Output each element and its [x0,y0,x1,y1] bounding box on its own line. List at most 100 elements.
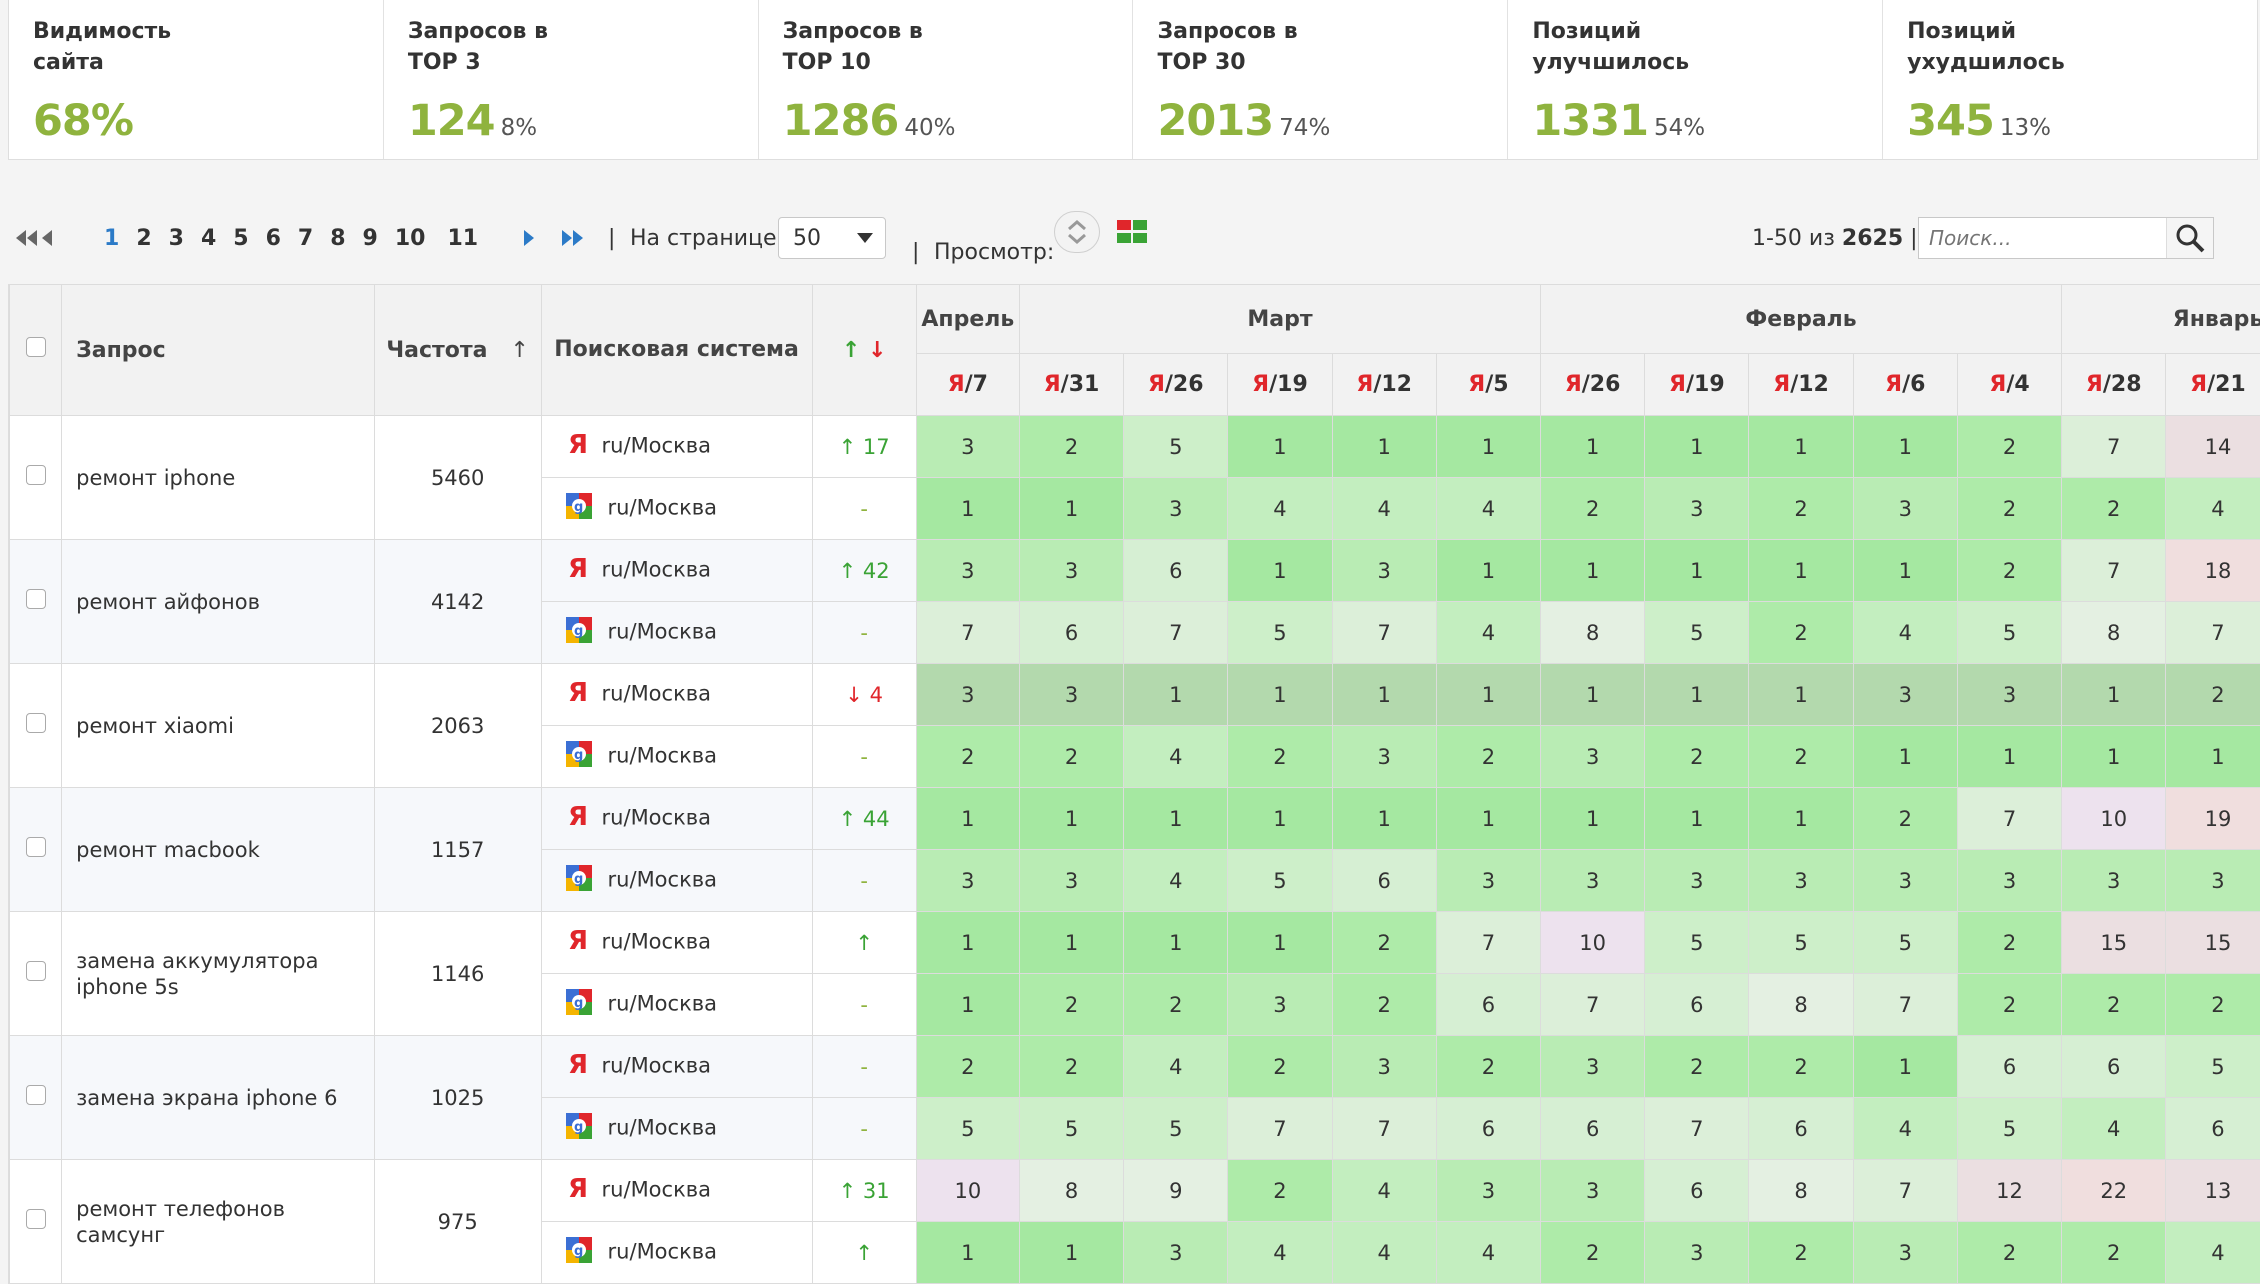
delta-value: - [860,992,868,1017]
position-cell: 8 [1018,1159,1125,1222]
page-link[interactable]: 1 [104,225,120,251]
page-link[interactable]: 3 [168,225,184,251]
select-all-checkbox[interactable] [25,337,46,357]
table-row: ремонт xiaomi2063Яru/Москва↓ 43311111113… [9,663,2260,788]
position-cell: 1 [1435,787,1542,850]
page-link[interactable]: 2 [136,225,152,251]
last-page-button[interactable] [562,206,583,270]
position-cell: 3 [1540,1159,1646,1222]
next-page-button[interactable] [524,206,534,270]
query-cell[interactable]: замена аккумулятора iphone 5s [61,911,375,1036]
query-cell[interactable]: ремонт iphone [61,415,375,540]
date-label: /19 [1269,372,1308,397]
position-cell: 3 [1644,1221,1750,1284]
row-select-cell [9,1035,63,1160]
position-cell: 1 [1227,663,1333,726]
frequency-cell: 1025 [373,1035,542,1160]
double-left-icon [16,230,26,246]
engine-cell: Яru/Москва [540,1035,813,1098]
position-cell: 6 [2165,1097,2260,1160]
query-cell[interactable]: замена экрана iphone 6 [61,1035,375,1160]
page-link[interactable]: 6 [265,225,281,251]
chevron-down-icon [857,233,873,243]
page-link[interactable]: 11 [447,225,479,251]
stat-label: Запросов в TOP 10 [782,19,923,75]
view-sort-button[interactable] [1054,211,1100,253]
table-row: ремонт macbook1157Яru/Москва↑ 4411111111… [9,787,2260,912]
google-icon: g [565,989,592,1020]
per-page-label: На странице: [630,225,784,251]
row-checkbox[interactable] [25,1085,46,1105]
stat-percent: 74% [1279,115,1331,141]
delta-cell: ↑ 17 [811,415,917,478]
position-cell: 1 [1331,663,1437,726]
position-cell: 3 [2165,849,2260,912]
date-label: /31 [1060,372,1100,397]
page-link[interactable]: 5 [233,225,249,251]
page-link[interactable]: 7 [297,225,314,251]
column-header-freq[interactable]: Частота ↑ [373,284,542,416]
position-cell: 1 [1644,787,1750,850]
position-cell: 4 [1331,1221,1437,1284]
position-cell: 1 [1331,787,1437,850]
view-grid-button[interactable] [1116,200,1148,264]
google-icon: g [565,1113,592,1139]
row-checkbox[interactable] [25,837,46,857]
position-cell: 2 [1435,725,1542,788]
query-cell[interactable]: ремонт xiaomi [61,663,375,788]
position-cell: 3 [915,663,1020,726]
position-cell: 7 [1852,973,1958,1036]
position-cell: 3 [1852,1221,1958,1284]
engine-cell: g ru/Москва [540,1097,813,1160]
stat-top10: Запросов в TOP 10 1286 40% [759,0,1134,159]
row-checkbox[interactable] [25,713,46,733]
position-cell: 6 [1748,1097,1854,1160]
prev-page-button[interactable] [42,206,52,270]
position-cell: 6 [1435,973,1542,1036]
position-cell: 2 [1123,973,1229,1036]
position-cell: 8 [2061,601,2167,664]
query-cell[interactable]: ремонт телефонов самсунг [61,1159,375,1284]
search-input[interactable] [1919,225,2181,251]
date-label: /26 [1164,372,1204,397]
stat-worsened: Позиций ухудшилось 345 13% [1883,0,2257,159]
query-cell[interactable]: ремонт macbook [61,787,375,912]
stat-label: Позиций улучшилось [1532,19,1690,75]
date-header: Я/19 [1227,353,1333,416]
date-header: Я/31 [1018,353,1125,416]
stat-value: 2013 [1157,96,1274,146]
page-link[interactable]: 10 [394,225,426,251]
column-header-delta[interactable]: ↑ ↓ [811,284,917,416]
position-cell: 4 [1331,1159,1437,1222]
row-checkbox[interactable] [25,1209,46,1229]
stat-value: 1286 [782,96,900,146]
page-link[interactable]: 8 [330,225,346,251]
date-header: Я/26 [1540,353,1646,416]
position-cell: 8 [1748,1159,1854,1222]
search-button[interactable] [2166,218,2213,258]
position-cell: 5 [1748,911,1854,974]
position-cell: 1 [2061,663,2167,726]
engine-cell: g ru/Москва [540,849,813,912]
table-row: gru/Москва-55577667645464 [10,1097,2260,1160]
google-icon: g [565,865,592,896]
page-link[interactable]: 9 [362,225,378,251]
position-cell: 12 [1956,1159,2063,1222]
table-row: замена аккумулятора iphone 5s1146Яru/Мос… [9,911,2260,1036]
date-header: Я/12 [1331,353,1437,416]
query-cell[interactable]: ремонт айфонов [61,539,375,664]
position-cell: 1 [1018,787,1125,850]
delta-value: - [860,868,868,893]
first-page-button[interactable] [16,206,37,270]
row-checkbox[interactable] [25,465,46,485]
row-checkbox[interactable] [25,589,46,609]
per-page-select[interactable]: 50 [778,217,886,259]
page-link[interactable]: 4 [200,225,217,251]
engine-header-label: Поисковая система [554,337,799,362]
delta-value: - [860,496,868,521]
yandex-icon: Я [568,678,588,708]
row-checkbox[interactable] [25,961,46,981]
position-cell: 5 [915,1097,1020,1160]
yandex-letter: Я [2085,372,2103,397]
column-header-query[interactable]: Запрос [61,284,375,416]
